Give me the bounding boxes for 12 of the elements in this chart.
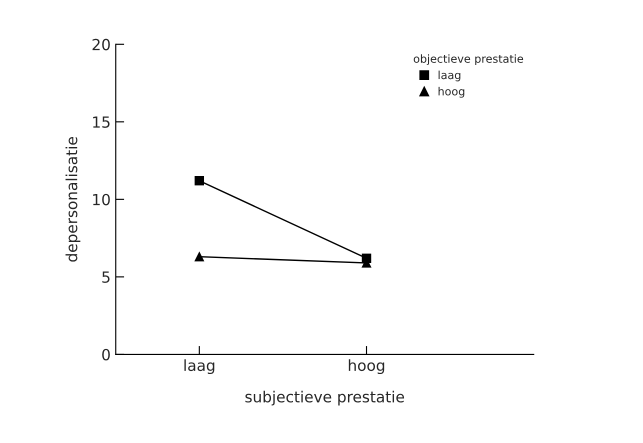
y-tick-label: 0 bbox=[102, 348, 110, 360]
legend-label: laag bbox=[438, 70, 460, 82]
y-tick-label: 5 bbox=[102, 272, 110, 283]
x-axis-title: subjectieve prestatie bbox=[245, 390, 404, 406]
point bbox=[194, 176, 204, 186]
y-tick-label: 20 bbox=[92, 38, 110, 50]
legend-label: hoog bbox=[438, 86, 464, 98]
legend-title: objectieve prestatie bbox=[414, 54, 524, 66]
y-axis-title: depersonalisatie bbox=[66, 137, 80, 262]
y-tick-label: 10 bbox=[93, 194, 110, 206]
point bbox=[194, 252, 204, 262]
y-tick-label: 15 bbox=[93, 116, 110, 128]
